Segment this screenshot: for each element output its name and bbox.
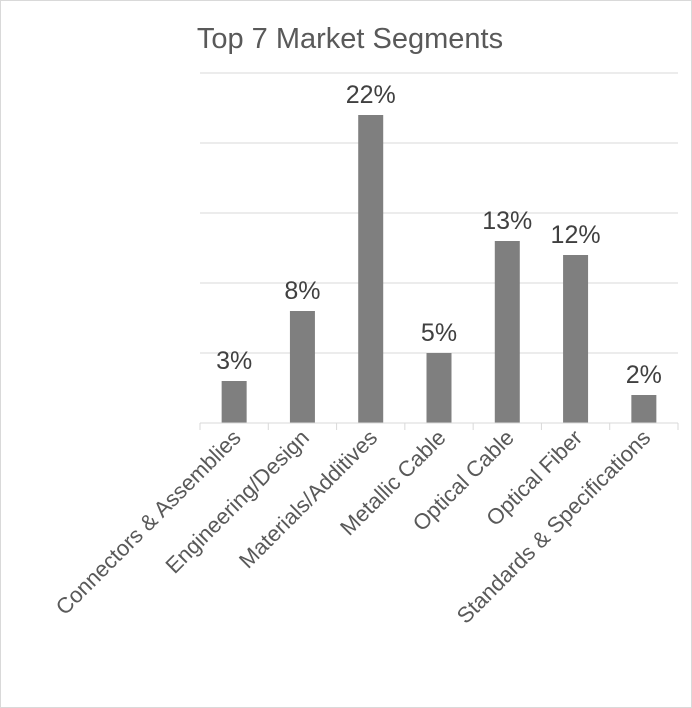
bar xyxy=(426,353,452,423)
data-label: 12% xyxy=(551,221,601,249)
bar xyxy=(221,381,247,423)
bar xyxy=(631,395,657,423)
x-axis xyxy=(199,422,679,430)
bar xyxy=(563,255,589,423)
data-label: 13% xyxy=(482,207,532,235)
chart-title: Top 7 Market Segments xyxy=(197,23,503,55)
data-label: 2% xyxy=(626,361,662,389)
bar xyxy=(494,241,520,423)
bar xyxy=(358,115,384,423)
data-label: 8% xyxy=(284,277,320,305)
data-label: 5% xyxy=(421,319,457,347)
bars xyxy=(221,115,657,423)
data-label: 22% xyxy=(346,81,396,109)
data-label: 3% xyxy=(216,347,252,375)
bar xyxy=(289,311,315,423)
data-labels: 3% 8% 22% 5% 13% 12% 2% xyxy=(216,81,662,389)
gridlines xyxy=(200,72,678,354)
x-tick-labels: Connectors & AssembliesEngineering/Desig… xyxy=(51,425,656,629)
